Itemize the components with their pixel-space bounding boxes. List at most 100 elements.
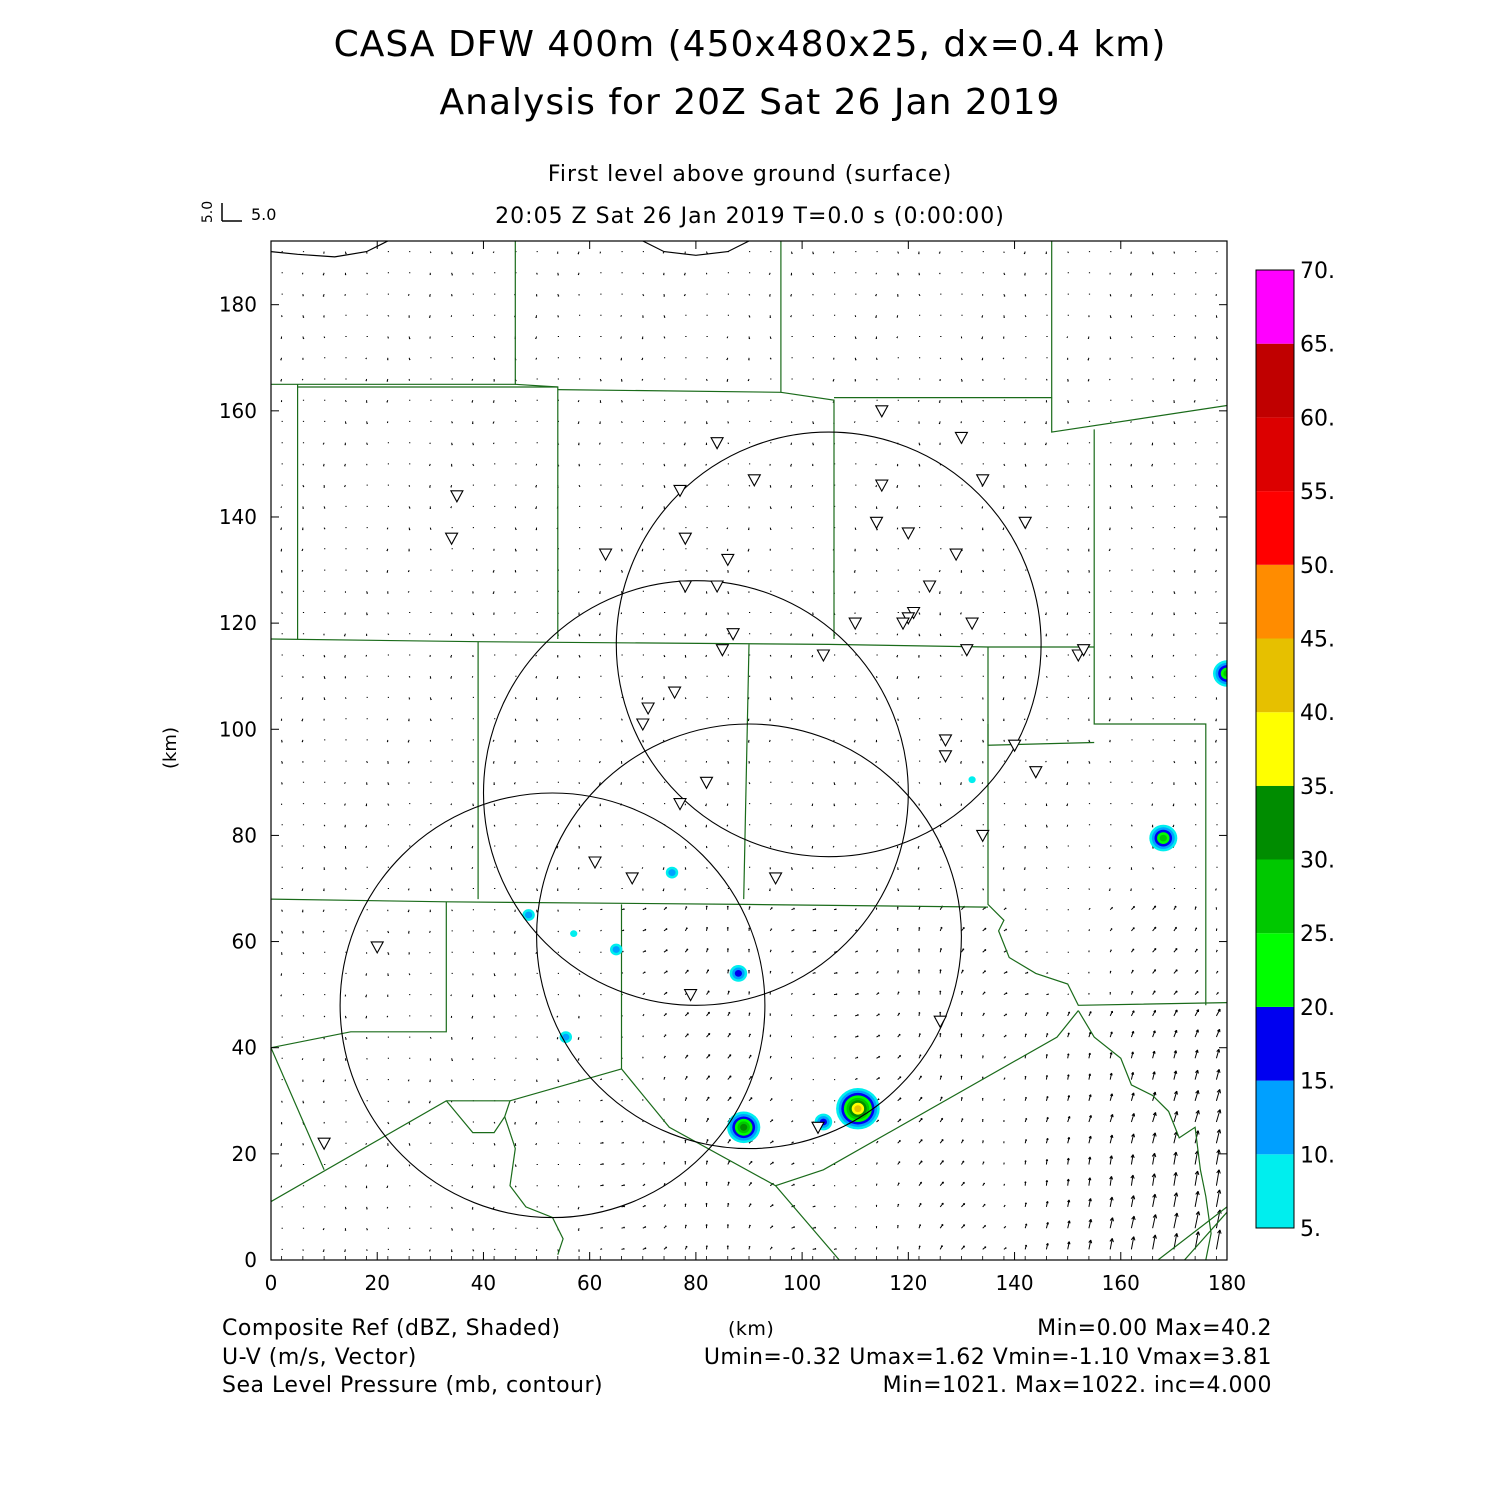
station-marker (726, 628, 741, 641)
reflectivity-cell (1223, 670, 1227, 677)
radar-range-rings (339, 431, 1042, 1219)
colorbar-label: 30. (1300, 849, 1335, 874)
plot-area (271, 241, 1227, 1260)
y-tick-label: 20 (232, 1142, 257, 1166)
station-marker (816, 649, 831, 663)
axis-ticks: 0 20 40 60 80 100 120 140 160 180 0 20 40 60 80 100 120 1… (219, 241, 1246, 1295)
station-marker (710, 437, 725, 450)
station-marker (667, 686, 682, 700)
x-tick-label: 140 (995, 1271, 1033, 1295)
pressure-contours (271, 241, 750, 258)
station-marker (715, 644, 730, 657)
colorbar-segment (1256, 638, 1294, 713)
reflectivity-cells (522, 660, 1227, 1144)
colorbar-label: 25. (1300, 922, 1335, 947)
county-boundary-line (1051, 397, 1227, 433)
station-marker (598, 548, 613, 562)
colorbar-segment (1256, 270, 1294, 344)
radar-range-ring (536, 723, 962, 1150)
radar-range-ring (339, 792, 766, 1219)
county-boundary-line (621, 1068, 840, 1260)
county-boundary-line (504, 1116, 564, 1255)
footer-field-wind: U-V (m/s, Vector) (222, 1345, 417, 1370)
colorbar-label: 70. (1300, 259, 1335, 284)
station-marker (678, 532, 693, 546)
colorbar-segment (1256, 343, 1294, 418)
station-marker (874, 405, 889, 418)
colorbar-label: 60. (1300, 406, 1335, 431)
colorbar-frame (1255, 269, 1295, 1229)
county-boundary-line (297, 386, 559, 639)
station-marker (673, 798, 687, 811)
y-tick-label: 160 (219, 399, 257, 423)
colorbar-label: 65. (1300, 333, 1335, 358)
plot-title-line1: CASA DFW 400m (450x480x25, dx=0.4 km) (333, 24, 1167, 65)
y-tick-label: 120 (219, 611, 257, 635)
station-marker (938, 734, 953, 748)
y-tick-label: 60 (232, 930, 257, 954)
level-subtitle: First level above ground (surface) (547, 162, 953, 187)
x-tick-label: 0 (265, 1271, 278, 1295)
county-boundary-line (271, 898, 989, 908)
x-tick-label: 60 (577, 1271, 602, 1295)
vector-key: 5.0 5.0 (200, 201, 276, 224)
time-subtitle: 20:05 Z Sat 26 Jan 2019 T=0.0 s (0:00:00… (495, 204, 1005, 229)
county-boundary-line (271, 241, 516, 385)
reflectivity-cell (612, 946, 620, 953)
station-marker (922, 580, 937, 594)
county-boundary-line (775, 1010, 1079, 1187)
county-boundaries (271, 241, 1227, 1260)
station-marker (625, 872, 640, 886)
county-boundary-line (834, 241, 1053, 399)
radar-range-ring (482, 580, 909, 1006)
station-marker (588, 856, 602, 870)
county-boundary-line (445, 1100, 511, 1134)
station-marker (869, 516, 884, 530)
station-marker (949, 548, 964, 562)
station-marker (965, 617, 980, 631)
y-tick-label: 100 (219, 717, 257, 741)
vector-key-y-label: 5.0 (200, 201, 216, 223)
colorbar-label: 35. (1300, 775, 1335, 800)
station-marker (938, 750, 953, 763)
station-marker (635, 718, 650, 732)
y-tick-label: 40 (232, 1036, 257, 1060)
county-boundary-line (780, 391, 835, 639)
station-marker (768, 872, 783, 886)
x-tick-label: 160 (1102, 1271, 1140, 1295)
reflectivity-cell (854, 1105, 862, 1113)
x-tick-label: 120 (889, 1271, 927, 1295)
reflectivity-cell (668, 869, 676, 876)
reflectivity-cell (525, 911, 533, 919)
colorbar-label: 15. (1300, 1070, 1335, 1095)
colorbar-segment (1256, 564, 1294, 639)
station-markers (317, 405, 1091, 1151)
station-marker (678, 580, 693, 594)
colorbar-label: 40. (1300, 701, 1335, 726)
colorbar-label: 55. (1300, 480, 1335, 505)
station-marker (811, 1121, 825, 1135)
x-tick-label: 80 (683, 1271, 708, 1295)
colorbar-label: 50. (1300, 554, 1335, 579)
station-marker (975, 474, 990, 487)
station-marker (896, 617, 910, 631)
footer-stats-reflectivity: Min=0.00 Max=40.2 (1037, 1316, 1272, 1341)
county-boundary-line (557, 241, 782, 393)
plot-frame (270, 240, 1228, 1261)
colorbar-segment (1256, 1006, 1294, 1081)
station-marker (370, 941, 385, 955)
colorbar-label: 45. (1300, 628, 1335, 653)
county-boundary-line (1093, 429, 1207, 1006)
county-boundary-line (271, 901, 447, 1049)
station-marker (954, 431, 969, 445)
wind-vectors (280, 251, 1222, 1253)
county-boundary-line (987, 724, 1227, 1006)
county-boundary-line (1077, 1010, 1212, 1260)
footer-field-reflectivity: Composite Ref (dBZ, Shaded) (222, 1316, 561, 1341)
x-tick-label: 40 (471, 1271, 496, 1295)
y-tick-label: 80 (232, 823, 257, 847)
x-axis-label: (km) (728, 1318, 775, 1340)
footer-stats-wind: Umin=-0.32 Umax=1.62 Vmin=-1.10 Vmax=3.8… (703, 1345, 1272, 1370)
reflectivity-cell (570, 930, 578, 937)
